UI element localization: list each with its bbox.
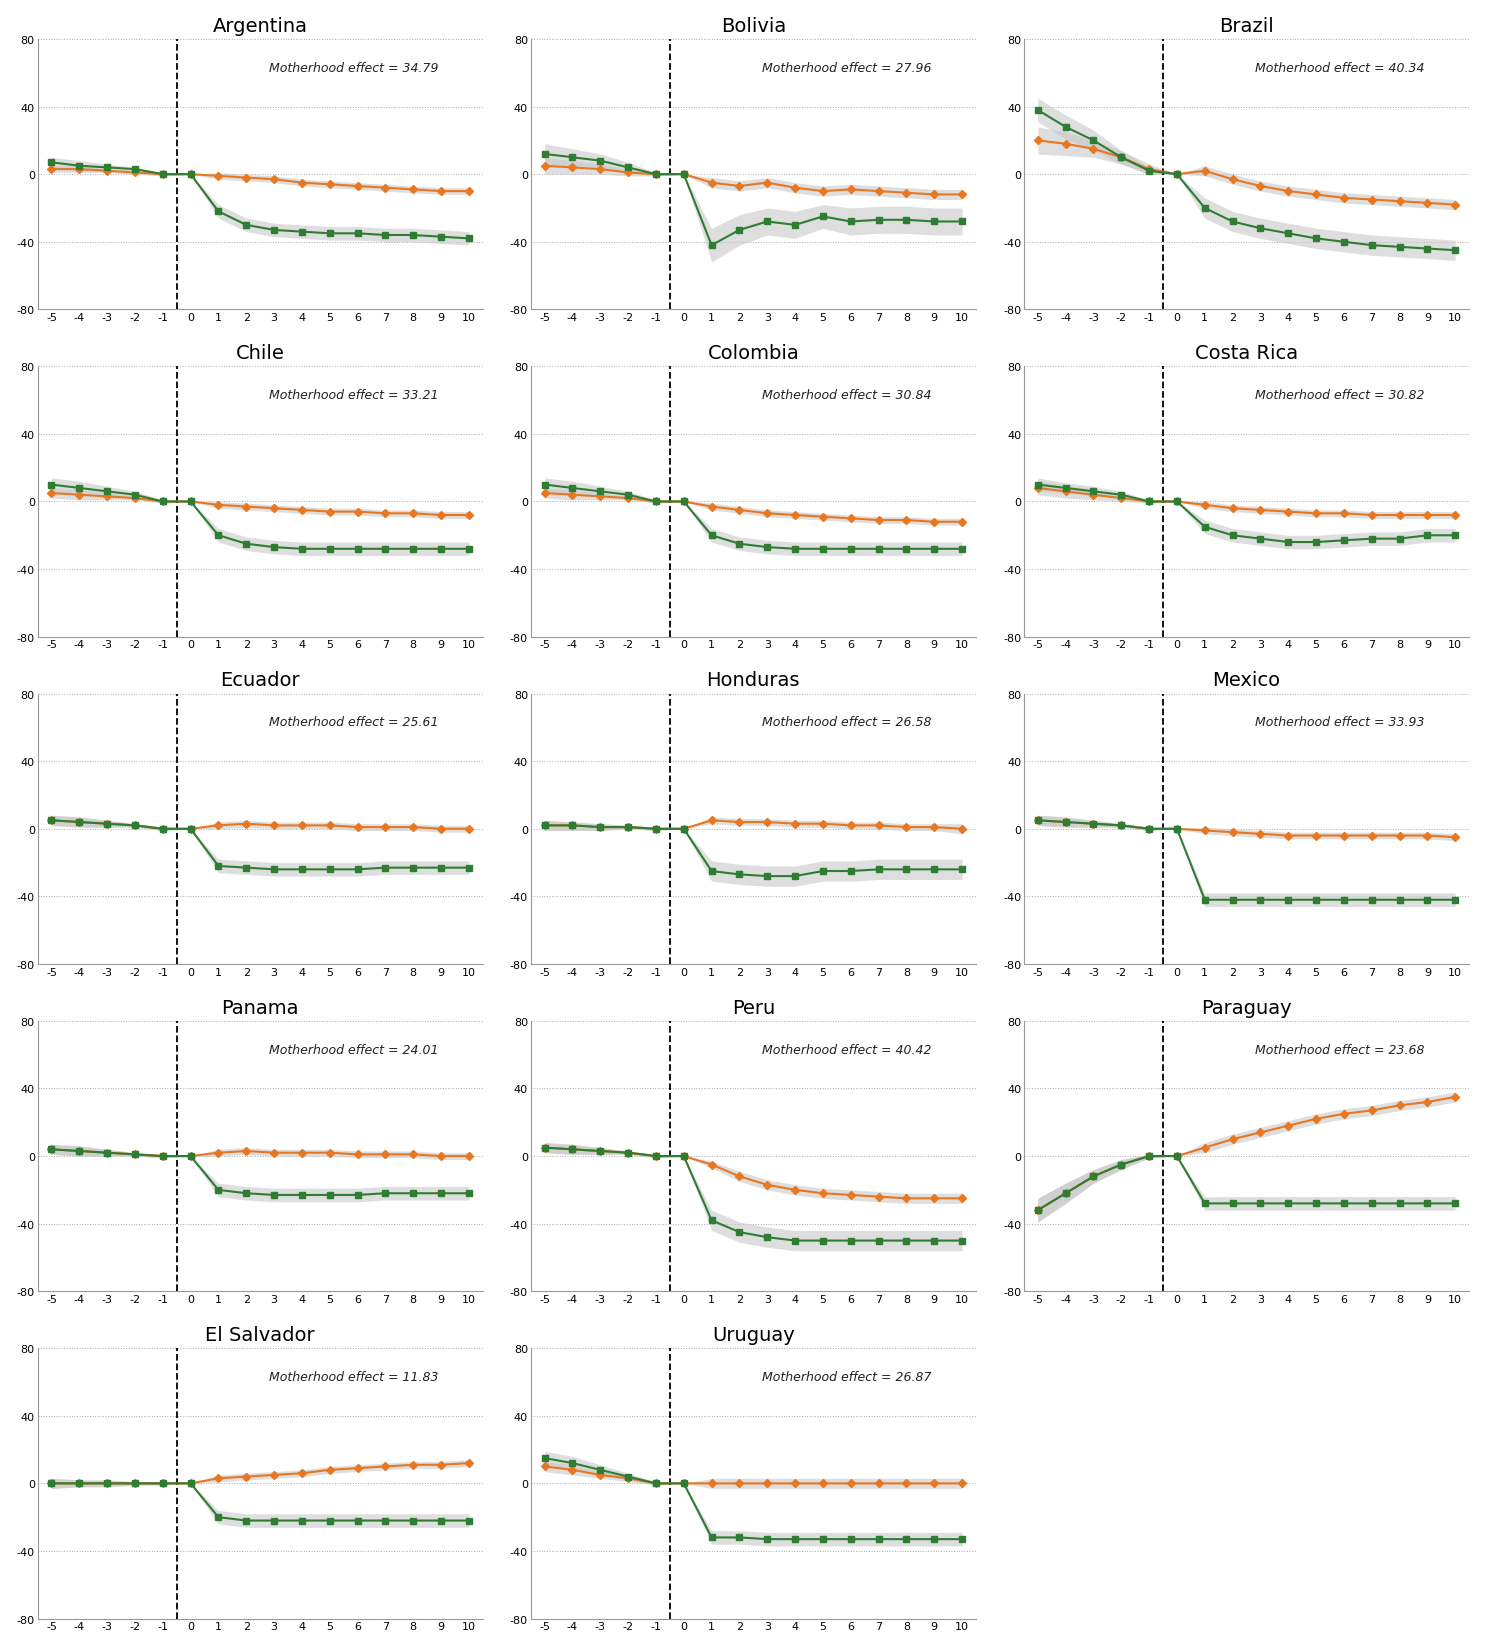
- Title: Argentina: Argentina: [213, 16, 307, 36]
- Text: Motherhood effect = 26.58: Motherhood effect = 26.58: [762, 715, 931, 728]
- Title: Paraguay: Paraguay: [1201, 999, 1292, 1017]
- Title: Colombia: Colombia: [707, 344, 800, 363]
- Text: Motherhood effect = 40.34: Motherhood effect = 40.34: [1255, 61, 1425, 74]
- Title: Costa Rica: Costa Rica: [1195, 344, 1298, 363]
- Text: Motherhood effect = 23.68: Motherhood effect = 23.68: [1255, 1043, 1425, 1056]
- Title: Mexico: Mexico: [1213, 671, 1280, 691]
- Text: Motherhood effect = 27.96: Motherhood effect = 27.96: [762, 61, 931, 74]
- Text: Motherhood effect = 33.21: Motherhood effect = 33.21: [269, 389, 439, 402]
- Text: Motherhood effect = 30.84: Motherhood effect = 30.84: [762, 389, 931, 402]
- Text: Motherhood effect = 40.42: Motherhood effect = 40.42: [762, 1043, 931, 1056]
- Text: Motherhood effect = 11.83: Motherhood effect = 11.83: [269, 1369, 439, 1383]
- Title: Bolivia: Bolivia: [721, 16, 786, 36]
- Title: Chile: Chile: [236, 344, 285, 363]
- Title: Ecuador: Ecuador: [221, 671, 300, 691]
- Title: El Salvador: El Salvador: [206, 1325, 315, 1345]
- Text: Motherhood effect = 30.82: Motherhood effect = 30.82: [1255, 389, 1425, 402]
- Title: Peru: Peru: [731, 999, 774, 1017]
- Text: Motherhood effect = 34.79: Motherhood effect = 34.79: [269, 61, 439, 74]
- Text: Motherhood effect = 26.87: Motherhood effect = 26.87: [762, 1369, 931, 1383]
- Text: Motherhood effect = 25.61: Motherhood effect = 25.61: [269, 715, 439, 728]
- Title: Brazil: Brazil: [1219, 16, 1274, 36]
- Title: Panama: Panama: [221, 999, 298, 1017]
- Text: Motherhood effect = 24.01: Motherhood effect = 24.01: [269, 1043, 439, 1056]
- Title: Uruguay: Uruguay: [712, 1325, 795, 1345]
- Title: Honduras: Honduras: [707, 671, 800, 691]
- Text: Motherhood effect = 33.93: Motherhood effect = 33.93: [1255, 715, 1425, 728]
